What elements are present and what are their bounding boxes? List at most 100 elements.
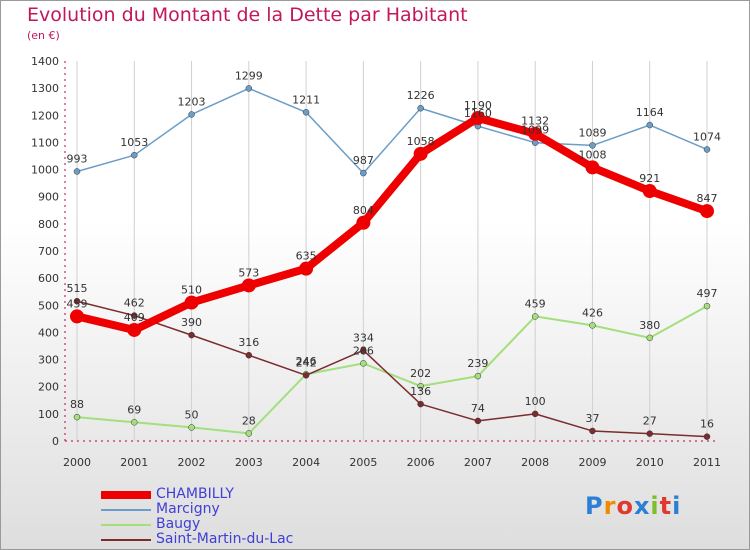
data-point (470, 111, 485, 125)
data-label: 334 (353, 331, 374, 344)
data-label: 987 (353, 154, 374, 167)
data-label: 515 (67, 282, 88, 295)
data-point (646, 334, 653, 342)
data-point (73, 297, 81, 305)
y-tick-label: 1200 (31, 109, 59, 122)
x-tick-label: 2002 (178, 456, 206, 469)
data-point (360, 169, 367, 177)
x-tick-label: 2006 (407, 456, 435, 469)
data-label: 28 (242, 414, 256, 427)
x-tick-label: 2000 (63, 456, 91, 469)
y-tick-label: 0 (52, 435, 59, 448)
data-point (188, 111, 195, 118)
data-label: 136 (410, 385, 431, 398)
data-label: 239 (467, 357, 488, 370)
data-label: 74 (471, 402, 485, 415)
data-label: 1132 (521, 115, 549, 128)
data-point (703, 146, 711, 153)
data-point (73, 413, 81, 421)
series-line-0 (76, 114, 709, 334)
data-point (417, 382, 424, 390)
data-label: 1203 (178, 95, 206, 108)
data-label: 246 (296, 355, 317, 368)
data-point (299, 261, 314, 276)
data-label: 1099 (521, 124, 549, 137)
data-label: 100 (525, 395, 546, 408)
y-tick-label: 1100 (31, 136, 59, 149)
data-label: 16 (700, 418, 714, 431)
data-label: 462 (124, 297, 145, 310)
y-tick-label: 300 (38, 354, 59, 367)
x-tick-label: 2008 (521, 456, 549, 469)
data-label: 459 (525, 297, 546, 310)
data-label: 804 (353, 204, 374, 217)
data-point (474, 417, 482, 425)
data-label: 510 (181, 284, 202, 297)
data-label: 1008 (578, 148, 606, 161)
data-point (585, 160, 600, 175)
series-line-3 (76, 300, 708, 438)
y-tick-label: 500 (38, 299, 59, 312)
data-label: 202 (410, 367, 431, 380)
data-point (184, 295, 199, 310)
data-label: 286 (353, 344, 374, 357)
data-point (245, 85, 253, 92)
data-point (131, 419, 138, 426)
data-point (417, 400, 424, 408)
data-label: 316 (238, 336, 259, 349)
legend-swatch (101, 539, 151, 541)
data-label: 921 (639, 172, 660, 185)
x-tick-label: 2003 (235, 456, 263, 469)
y-tick-label: 1000 (31, 164, 59, 177)
data-label: 635 (296, 250, 317, 263)
data-point (73, 168, 81, 175)
data-label: 1160 (464, 107, 492, 120)
x-tick-label: 2007 (464, 456, 492, 469)
data-point (531, 410, 539, 418)
data-label: 37 (585, 412, 599, 425)
y-tick-label: 1400 (31, 55, 59, 68)
series-line-1 (76, 87, 708, 174)
data-point (589, 142, 596, 149)
data-point (474, 372, 482, 380)
x-tick-label: 2011 (693, 456, 721, 469)
x-tick-label: 2005 (349, 456, 377, 469)
x-tick-label: 2009 (578, 456, 606, 469)
data-label: 242 (296, 356, 317, 369)
data-point (302, 372, 310, 379)
data-point (241, 278, 256, 293)
proxiti-logo: Proxiti (585, 492, 682, 520)
data-label: 1074 (693, 130, 721, 143)
y-tick-label: 700 (38, 245, 59, 258)
data-point (417, 104, 424, 112)
data-label: 1299 (235, 69, 263, 82)
data-label: 1164 (636, 106, 664, 119)
data-point (589, 322, 596, 329)
data-point (589, 427, 596, 435)
data-label: 380 (639, 319, 660, 332)
legend-swatch (101, 509, 151, 511)
data-point (188, 331, 195, 339)
x-tick-label: 2004 (292, 456, 320, 469)
chart-title: Evolution du Montant de la Dette par Hab… (27, 4, 468, 26)
y-tick-label: 600 (38, 272, 59, 285)
legend-label: Saint-Martin-du-Lac (156, 531, 294, 547)
data-point (188, 424, 195, 431)
data-label: 390 (181, 316, 202, 329)
data-point (531, 313, 539, 320)
data-label: 1226 (407, 89, 435, 102)
data-label: 1211 (292, 93, 320, 106)
data-point (131, 312, 138, 319)
y-tick-label: 1300 (31, 82, 59, 95)
data-label: 426 (582, 306, 603, 319)
legend-swatch (101, 524, 151, 526)
data-label: 27 (643, 415, 657, 428)
data-label: 69 (127, 403, 141, 416)
data-point (356, 215, 371, 230)
data-label: 50 (185, 408, 199, 421)
y-tick-label: 800 (38, 218, 59, 231)
x-tick-label: 2010 (636, 456, 664, 469)
data-label: 497 (697, 287, 718, 300)
